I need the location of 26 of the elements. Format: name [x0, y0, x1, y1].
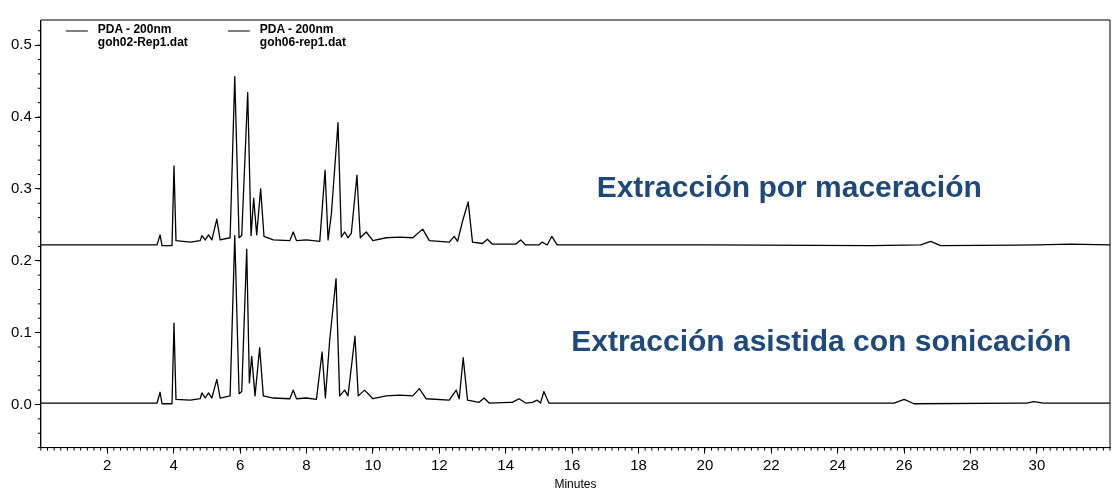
x-tick-label: 28: [962, 455, 979, 473]
x-tick-label: 10: [364, 455, 382, 473]
y-tick-label: 0.1: [10, 322, 32, 340]
annotation: Extracción por maceración: [596, 170, 982, 204]
legend-label: PDA - 200nm goh02-Rep1.dat: [97, 22, 188, 50]
x-tick-label: 20: [696, 455, 714, 473]
x-tick-label: 16: [563, 455, 581, 473]
x-tick-label: 22: [762, 455, 780, 473]
x-tick-label: 26: [895, 455, 913, 473]
x-tick-label: 6: [235, 455, 245, 473]
x-axis-title: Minutes: [554, 477, 597, 492]
x-tick-label: 12: [430, 455, 448, 473]
y-tick-label: 0.5: [10, 35, 32, 53]
annotation: Extracción asistida con sonicación: [571, 324, 1072, 358]
x-tick-label: 30: [1028, 455, 1046, 473]
x-tick-label: 14: [497, 455, 515, 473]
x-tick-label: 8: [302, 455, 311, 473]
y-tick-label: 0.4: [10, 107, 32, 125]
legend-label: PDA - 200nm goh06-rep1.dat: [259, 22, 346, 50]
x-tick-label: 2: [103, 455, 112, 473]
y-tick-label: 0.2: [10, 250, 32, 268]
x-tick-label: 4: [169, 455, 178, 473]
y-tick-label: 0.3: [10, 179, 32, 197]
x-tick-label: 18: [630, 455, 647, 473]
x-tick-label: 24: [829, 455, 847, 473]
y-tick-label: 0.0: [10, 394, 32, 412]
